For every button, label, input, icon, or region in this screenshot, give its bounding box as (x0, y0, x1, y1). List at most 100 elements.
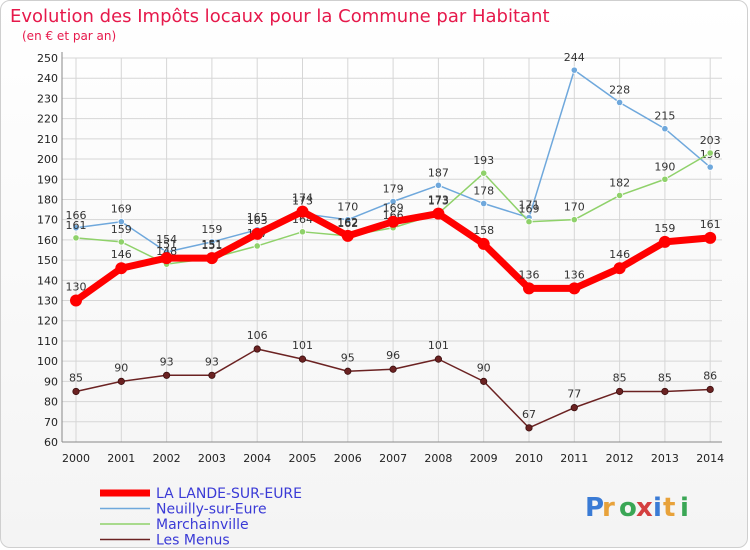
logo-letter: r (602, 493, 615, 523)
x-tick-label: 2011 (560, 452, 588, 465)
x-tick-label: 2000 (62, 452, 90, 465)
data-point (568, 282, 581, 295)
data-point (387, 215, 400, 228)
data-point (117, 377, 125, 385)
y-tick-label: 130 (37, 295, 58, 308)
data-point (477, 237, 490, 250)
data-label: 162 (337, 217, 358, 230)
data-label: 178 (473, 185, 494, 198)
data-label: 86 (703, 369, 717, 382)
data-point (160, 252, 173, 265)
legend-label: Les Menus (156, 533, 230, 549)
data-label: 85 (658, 371, 672, 384)
chart-subtitle: (en € et par an) (22, 29, 116, 43)
data-point (72, 224, 80, 232)
data-label: 162 (337, 216, 358, 229)
data-point (480, 377, 488, 385)
data-point (480, 199, 488, 208)
data-point (208, 238, 216, 246)
data-point (704, 231, 717, 244)
data-point (72, 387, 80, 396)
data-label: 130 (66, 281, 87, 294)
y-tick-label: 220 (37, 113, 58, 126)
data-point (389, 197, 397, 206)
series-layer: 166 169 154 159 165 173 170 179 187 178 171 244 228 2… (66, 51, 721, 432)
y-tick-label: 180 (37, 193, 58, 206)
y-tick-label: 250 (37, 52, 58, 65)
x-tick-label: 2009 (470, 452, 498, 465)
data-point (615, 387, 624, 396)
data-label: 151 (201, 238, 222, 251)
data-point (658, 235, 671, 248)
data-point (344, 216, 352, 224)
data-label: 190 (654, 160, 675, 173)
x-tick-label: 2004 (243, 452, 271, 465)
data-label: 158 (473, 224, 494, 237)
data-point (615, 98, 624, 107)
data-label: 169 (111, 203, 132, 216)
legend-label: Marchainville (156, 517, 249, 533)
data-point (661, 387, 669, 396)
data-label: 159 (201, 223, 222, 236)
data-label: 173 (428, 194, 449, 207)
data-label: 215 (654, 110, 675, 123)
data-label: 173 (292, 195, 313, 208)
data-point (661, 175, 669, 183)
y-tick-label: 200 (37, 153, 58, 166)
x-tick-label: 2003 (198, 452, 226, 465)
data-point (523, 282, 535, 295)
x-tick-label: 2006 (334, 452, 362, 465)
data-label: 93 (160, 355, 174, 368)
data-label: 163 (247, 214, 268, 227)
data-label: 95 (341, 351, 355, 364)
x-tick-label: 2002 (153, 452, 181, 465)
y-tick-label: 230 (37, 92, 58, 105)
data-label: 85 (69, 371, 83, 384)
data-label: 182 (609, 176, 630, 189)
series-marchainville: 1611591481511571641621661731931691701821… (66, 134, 721, 268)
y-tick-label: 140 (37, 274, 58, 287)
data-label: 179 (383, 182, 404, 195)
data-point (525, 218, 533, 226)
data-point (480, 169, 488, 177)
x-tick-label: 2012 (606, 452, 634, 465)
data-point (706, 149, 714, 157)
data-point (115, 262, 128, 275)
data-point (706, 385, 714, 394)
data-label: 77 (567, 388, 581, 401)
axes: 60 70 80 90 100 110 120 130 140 150 160 170 180 190 20… (37, 52, 724, 465)
y-tick-label: 120 (37, 315, 58, 328)
series-la-lande-sur-eure: 130 146 151 151 163 174 162 169 173 158 136 136 146 1… (66, 192, 721, 307)
logo-letter: o (619, 493, 637, 523)
data-label: 165 (247, 211, 268, 224)
data-point (205, 252, 218, 265)
y-tick-label: 80 (44, 396, 58, 409)
legend-label: Neuilly-sur-Eure (156, 502, 267, 518)
data-label: 101 (292, 339, 313, 352)
data-label: 146 (111, 248, 132, 261)
data-point (434, 355, 442, 363)
data-label: 154 (156, 233, 177, 246)
data-point (706, 163, 714, 171)
data-point (525, 424, 533, 432)
data-label: 101 (428, 339, 449, 352)
data-point (434, 181, 442, 189)
data-point (661, 125, 669, 133)
y-tick-label: 70 (44, 416, 58, 429)
data-label: 146 (609, 248, 630, 261)
data-point (208, 371, 216, 379)
x-tick-label: 2005 (289, 452, 317, 465)
data-label: 244 (564, 51, 585, 64)
logo-letter: i (680, 493, 689, 523)
data-label: 136 (519, 268, 540, 281)
x-tick-label: 2013 (651, 452, 679, 465)
data-point (344, 367, 352, 375)
data-label: 151 (156, 238, 177, 251)
data-label: 228 (609, 83, 630, 96)
logo-letter: x (636, 493, 653, 523)
data-point (570, 66, 578, 74)
data-label: 161 (700, 218, 721, 231)
x-tick-label: 2014 (696, 452, 724, 465)
y-tick-label: 110 (37, 335, 58, 348)
